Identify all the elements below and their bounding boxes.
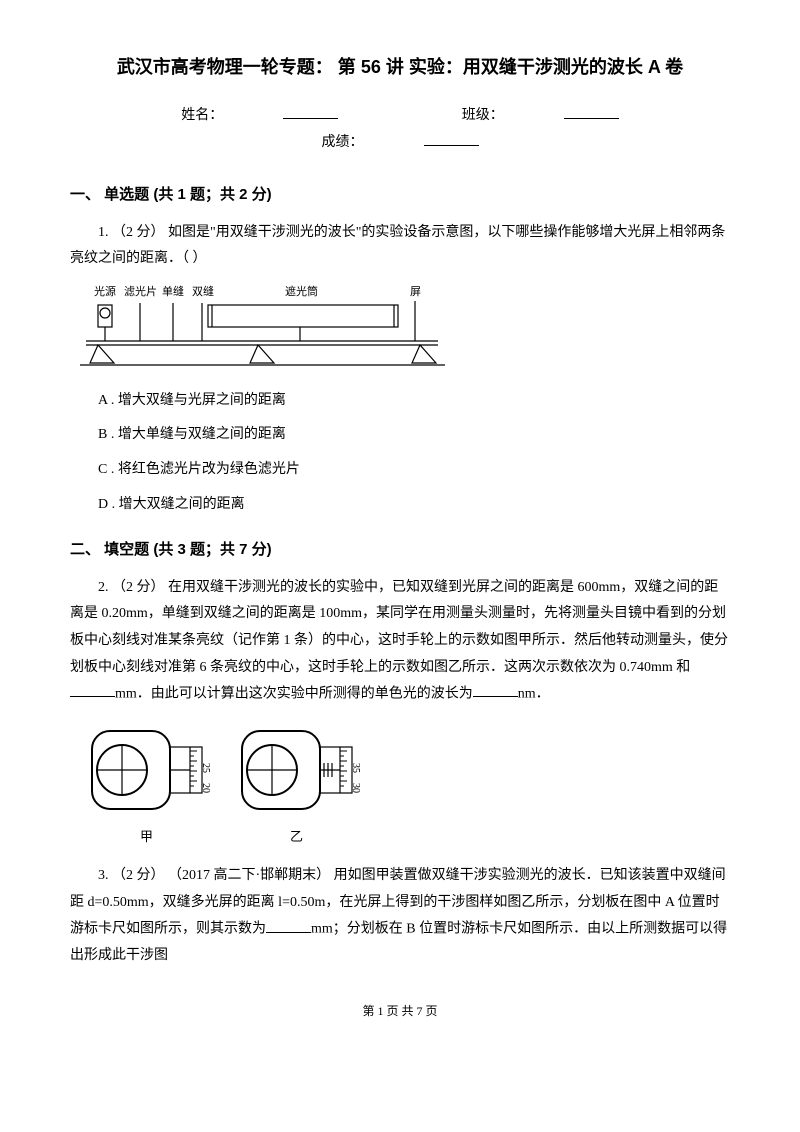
name-label: 姓名： <box>181 103 223 130</box>
lbl-light: 光源 <box>94 284 116 298</box>
q1-stem: 1. （2 分） 如图是"用双缝干涉测光的波长"的实验设备示意图，以下哪些操作能… <box>70 220 730 273</box>
q1-diagram: 光源 滤光片 单缝 双缝 遮光筒 屏 <box>80 283 730 378</box>
section2-heading: 二、 填空题 (共 3 题；共 7 分) <box>70 536 730 565</box>
page-title: 武汉市高考物理一轮专题： 第 56 讲 实验：用双缝干涉测光的波长 A 卷 <box>70 50 730 84</box>
q2-blank1 <box>70 681 115 697</box>
q3-blank1 <box>266 916 311 932</box>
lbl-tube: 遮光筒 <box>285 284 318 298</box>
q3: 3. （2 分） （2017 高二下·邯郸期末） 用如图甲装置做双缝干涉实验测光… <box>70 863 730 970</box>
q2-a: 2. （2 分） 在用双缝干涉测光的波长的实验中，已知双缝到光屏之间的距离是 6… <box>70 580 728 675</box>
score-blank <box>424 129 479 145</box>
q2-b: mm．由此可以计算出这次实验中所测得的单色光的波长为 <box>115 686 473 701</box>
lbl-single: 单缝 <box>162 284 184 298</box>
q2-micrometers: 25 20 甲 35 30 乙 <box>80 718 730 853</box>
class-blank <box>564 102 619 118</box>
q2-blank2 <box>473 681 518 697</box>
yi-label: 乙 <box>290 829 303 844</box>
q1-optD: D . 增大双缝之间的距离 <box>70 492 730 519</box>
q1-optB: B . 增大单缝与双缝之间的距离 <box>70 422 730 449</box>
name-blank <box>283 102 338 118</box>
page-footer: 第 1 页 共 7 页 <box>70 1000 730 1023</box>
class-label: 班级： <box>462 103 504 130</box>
q1-optA: A . 增大双缝与光屏之间的距离 <box>70 388 730 415</box>
yi-bot: 30 <box>350 783 361 793</box>
yi-top: 35 <box>350 763 361 773</box>
q1-optC: C . 将红色滤光片改为绿色滤光片 <box>70 457 730 484</box>
q2-c: nm． <box>518 686 550 701</box>
jia-top: 25 <box>200 763 211 773</box>
jia-label: 甲 <box>140 829 153 844</box>
info-row: 姓名： 班级： 成绩： <box>70 102 730 156</box>
lbl-double: 双缝 <box>192 284 214 298</box>
lbl-filter: 滤光片 <box>124 284 157 298</box>
score-label: 成绩： <box>322 130 364 157</box>
lbl-screen: 屏 <box>410 285 421 298</box>
q2: 2. （2 分） 在用双缝干涉测光的波长的实验中，已知双缝到光屏之间的距离是 6… <box>70 575 730 708</box>
section1-heading: 一、 单选题 (共 1 题；共 2 分) <box>70 181 730 210</box>
jia-bot: 20 <box>200 783 211 793</box>
